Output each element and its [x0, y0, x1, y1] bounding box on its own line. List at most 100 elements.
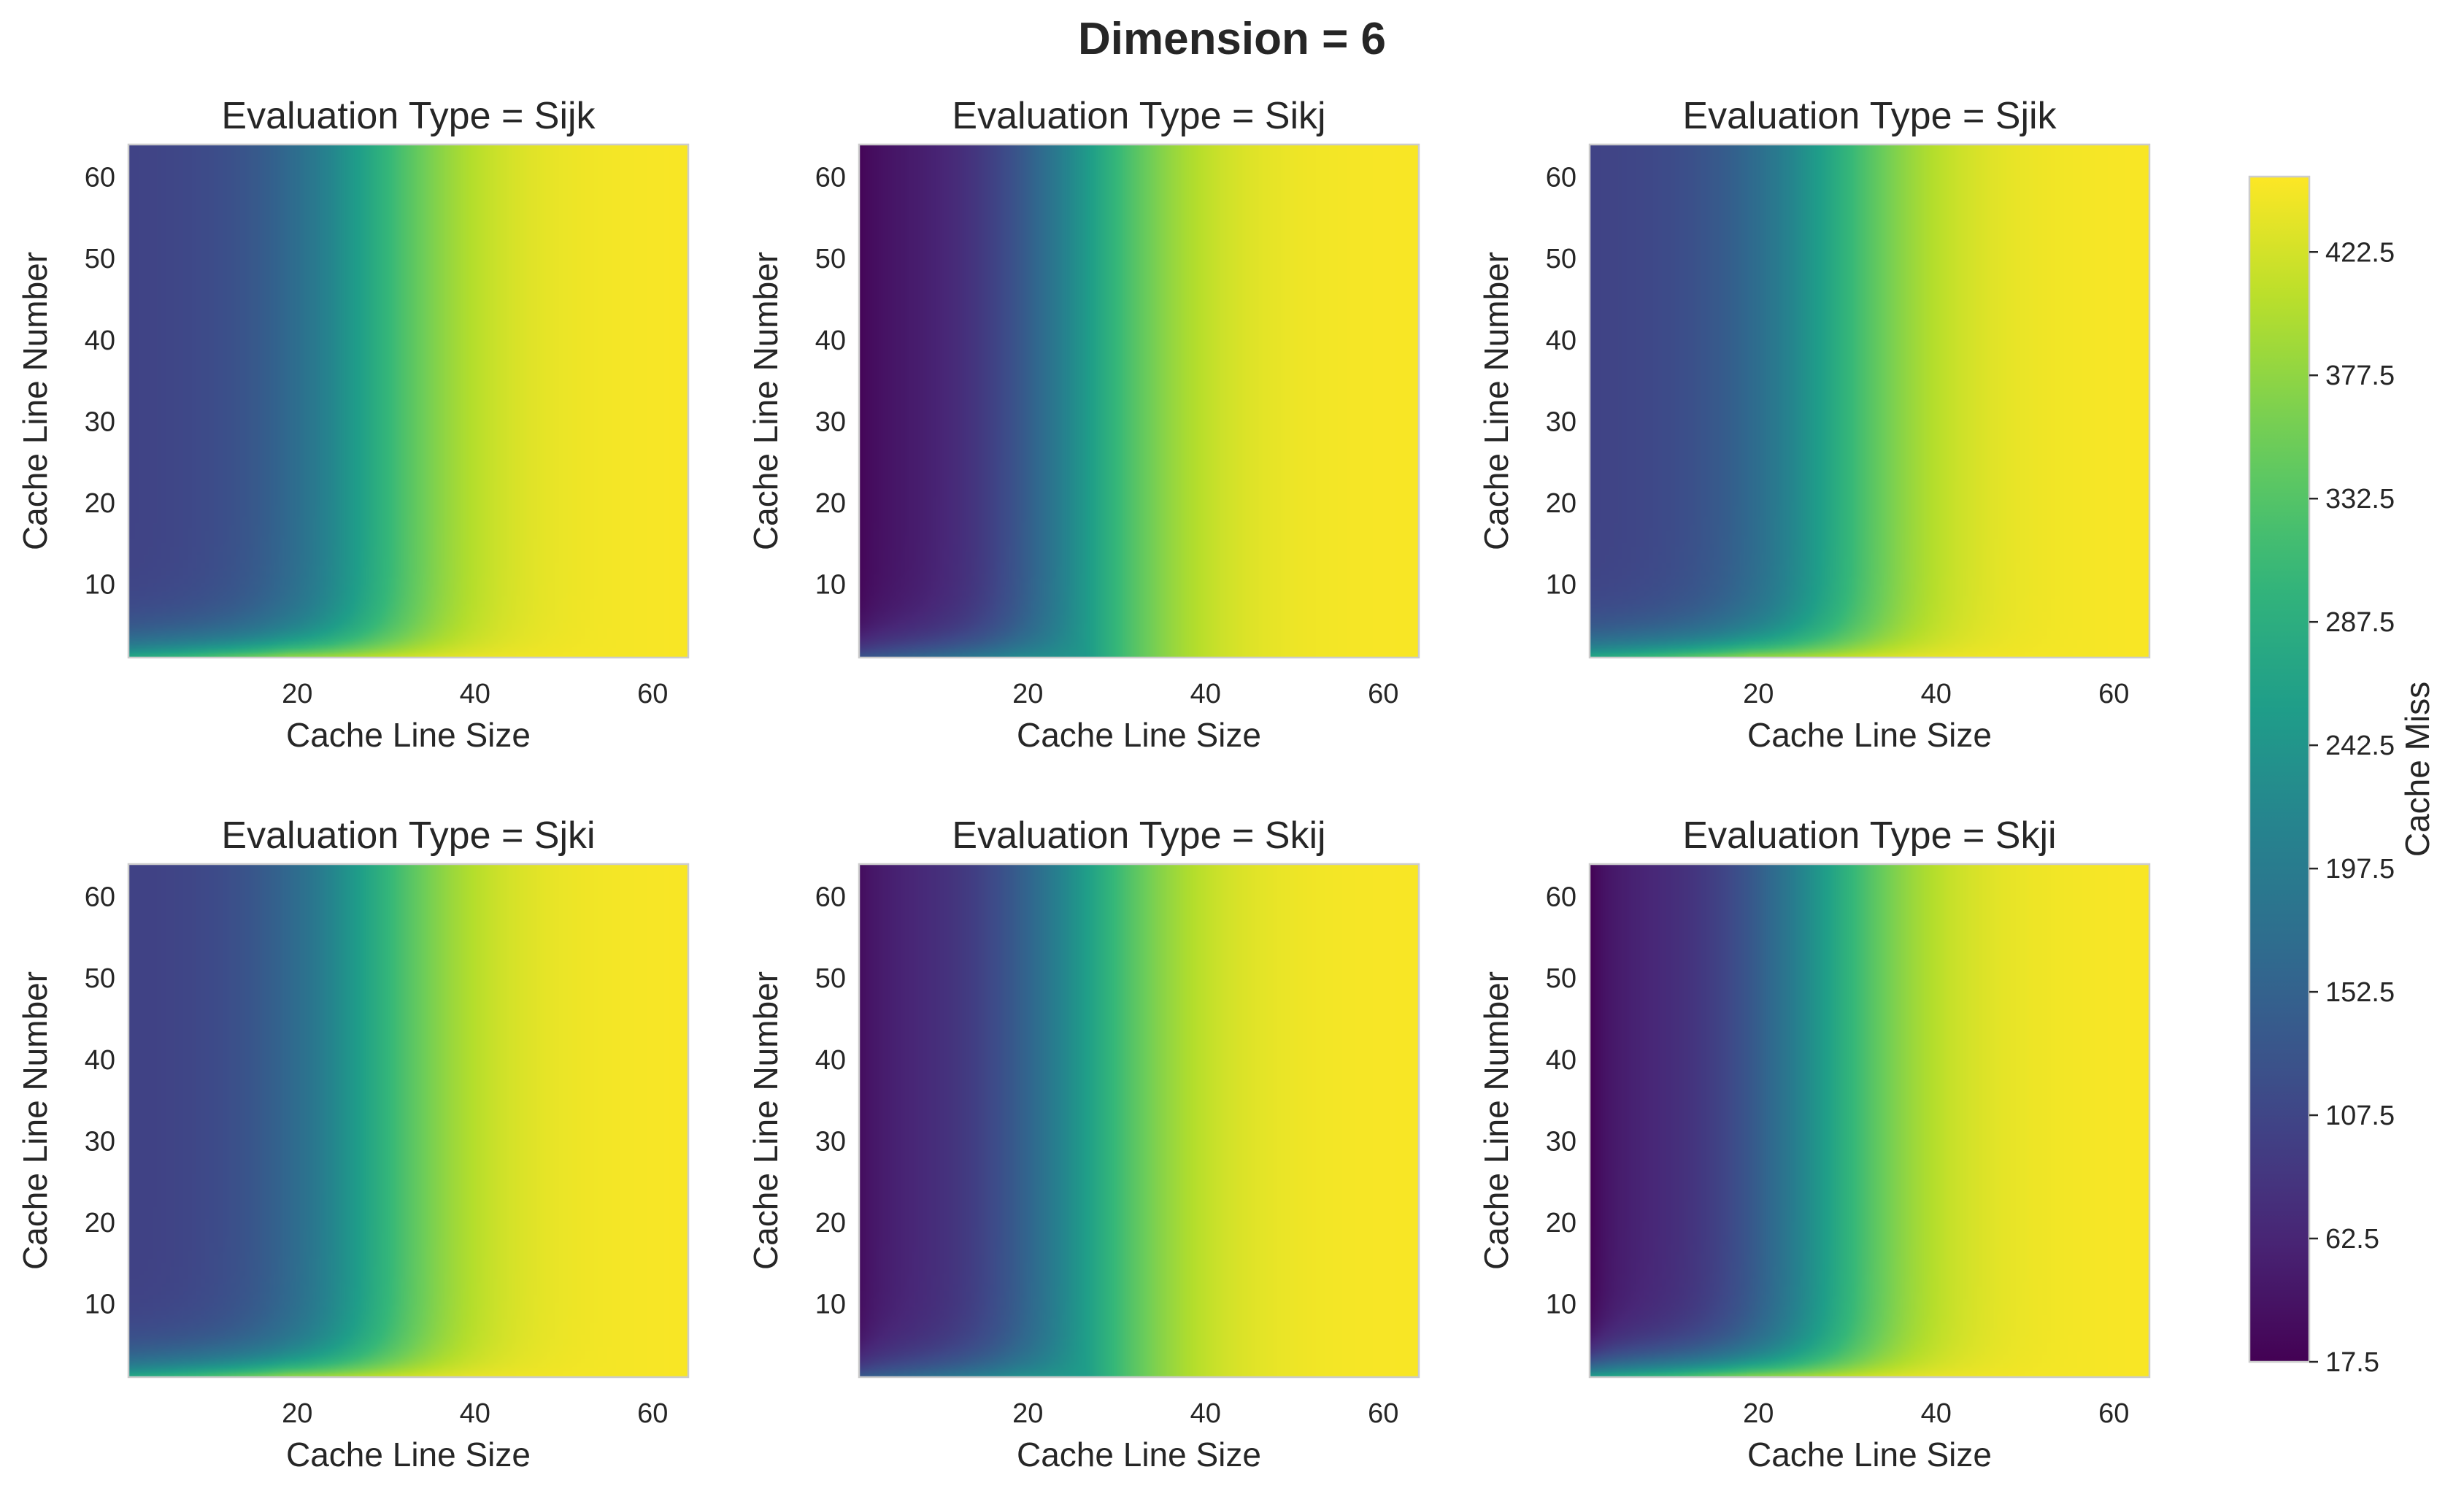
y-tick-label: 60 [85, 163, 115, 193]
y-tick-label: 10 [1546, 1290, 1576, 1320]
subplot-6: Evaluation Type = Skji 20 40 60 10 20 30 40 50 60… [1477, 814, 2151, 1473]
x-tick-label: 60 [1368, 1398, 1398, 1429]
x-tick-label: 20 [282, 679, 312, 709]
colorbar-tick-label: 332.5 [2325, 484, 2395, 515]
y-axis-label: Cache Line Number [1477, 252, 1515, 550]
x-tick-label: 60 [637, 1398, 668, 1429]
colorbar-tick-label: 197.5 [2325, 854, 2395, 885]
x-axis-label: Cache Line Size [1747, 716, 1992, 754]
y-tick-label: 50 [815, 244, 846, 274]
colorbar-tick-label: 242.5 [2325, 731, 2395, 761]
colorbar-tick-label: 287.5 [2325, 607, 2395, 638]
y-tick-label: 20 [815, 488, 846, 519]
y-tick-label: 60 [815, 163, 846, 193]
x-tick-label: 40 [1921, 1398, 1952, 1429]
subplot-title: Evaluation Type = Sjik [1682, 95, 2057, 137]
x-tick-label: 40 [1921, 679, 1952, 709]
y-tick-label: 50 [85, 963, 115, 994]
y-tick-label: 20 [815, 1208, 846, 1238]
y-tick-label: 10 [85, 1290, 115, 1320]
x-axis-label: Cache Line Size [286, 1436, 531, 1473]
plot-frame [1588, 143, 2151, 659]
colorbar-tick-label: 422.5 [2325, 237, 2395, 268]
colorbar-tick-label: 62.5 [2325, 1224, 2379, 1255]
heatmap-surface [859, 864, 1419, 1377]
subplot-4: Evaluation Type = Sjki 20 40 60 10 20 30 40 50 60… [16, 814, 690, 1473]
heatmap-surface [1590, 145, 2149, 658]
x-tick-label: 20 [1743, 1398, 1774, 1429]
x-tick-label: 20 [282, 1398, 312, 1429]
y-tick-label: 40 [1546, 1045, 1576, 1076]
subplot-title: Evaluation Type = Skij [952, 814, 1325, 857]
x-tick-label: 40 [460, 1398, 490, 1429]
plot-frame [858, 143, 1420, 659]
y-tick-label: 20 [85, 488, 115, 519]
x-tick-label: 60 [1368, 679, 1398, 709]
colorbar-tick-label: 377.5 [2325, 361, 2395, 391]
y-axis-label: Cache Line Number [16, 971, 54, 1270]
y-tick-label: 10 [85, 570, 115, 601]
y-tick-label: 10 [815, 570, 846, 601]
y-tick-label: 30 [815, 407, 846, 437]
y-axis-label: Cache Line Number [1477, 971, 1515, 1270]
y-tick-label: 50 [815, 963, 846, 994]
heatmap-surface [859, 145, 1419, 658]
y-tick-label: 40 [815, 325, 846, 356]
colorbar-tick-label: 17.5 [2325, 1347, 2379, 1378]
x-axis-label: Cache Line Size [1017, 716, 1261, 754]
colorbar-gradient [2249, 177, 2309, 1362]
y-tick-label: 60 [1546, 882, 1576, 913]
x-tick-label: 60 [637, 679, 668, 709]
y-tick-label: 30 [85, 1126, 115, 1157]
subplot-2: Evaluation Type = Sikj 20 40 60 10 20 30 40 50 60… [747, 95, 1420, 754]
subplot-title: Evaluation Type = Sikj [952, 95, 1325, 137]
x-tick-label: 20 [1012, 679, 1043, 709]
x-tick-label: 60 [2098, 679, 2129, 709]
subplot-title: Evaluation Type = Sjki [221, 814, 595, 857]
subplot-5: Evaluation Type = Skij 20 40 60 10 20 30 40 50 60… [747, 814, 1420, 1473]
x-tick-label: 20 [1012, 1398, 1043, 1429]
y-tick-label: 40 [85, 1045, 115, 1076]
y-tick-label: 50 [1546, 244, 1576, 274]
y-tick-label: 30 [85, 407, 115, 437]
plot-frame [858, 863, 1420, 1379]
subplot-title: Evaluation Type = Sijk [221, 95, 596, 137]
y-tick-label: 10 [1546, 570, 1576, 601]
x-tick-label: 40 [460, 679, 490, 709]
y-tick-label: 20 [85, 1208, 115, 1238]
colorbar: 17.5 62.5 107.5 152.5 197.5 242.5 287.5 332.5 37… [2248, 175, 2436, 1378]
colorbar-tick-label: 152.5 [2325, 977, 2395, 1008]
y-tick-label: 50 [1546, 963, 1576, 994]
y-axis-label: Cache Line Number [747, 252, 785, 550]
y-tick-label: 40 [85, 325, 115, 356]
subplot-title: Evaluation Type = Skji [1682, 814, 2056, 857]
y-tick-label: 30 [1546, 1126, 1576, 1157]
y-tick-label: 60 [1546, 163, 1576, 193]
subplot-3: Evaluation Type = Sjik 20 40 60 10 20 30 40 50 60… [1477, 95, 2151, 754]
y-tick-label: 10 [815, 1290, 846, 1320]
y-tick-label: 30 [1546, 407, 1576, 437]
colorbar-label: Cache Miss [2398, 682, 2436, 857]
y-axis-label: Cache Line Number [16, 252, 54, 550]
x-tick-label: 20 [1743, 679, 1774, 709]
y-tick-label: 20 [1546, 488, 1576, 519]
x-axis-label: Cache Line Size [1017, 1436, 1261, 1473]
x-tick-label: 40 [1190, 679, 1221, 709]
heatmap-surface [128, 864, 688, 1377]
y-tick-label: 60 [815, 882, 846, 913]
x-axis-label: Cache Line Size [1747, 1436, 1992, 1473]
y-tick-label: 40 [1546, 325, 1576, 356]
x-tick-label: 40 [1190, 1398, 1221, 1429]
figure-title: Dimension = 6 [1077, 14, 1387, 64]
y-tick-label: 60 [85, 882, 115, 913]
plot-frame [127, 143, 690, 659]
y-tick-label: 40 [815, 1045, 846, 1076]
y-axis-label: Cache Line Number [747, 971, 785, 1270]
y-tick-label: 30 [815, 1126, 846, 1157]
y-tick-label: 50 [85, 244, 115, 274]
x-axis-label: Cache Line Size [286, 716, 531, 754]
plot-frame [127, 863, 690, 1379]
colorbar-tick-label: 107.5 [2325, 1101, 2395, 1131]
y-tick-label: 20 [1546, 1208, 1576, 1238]
